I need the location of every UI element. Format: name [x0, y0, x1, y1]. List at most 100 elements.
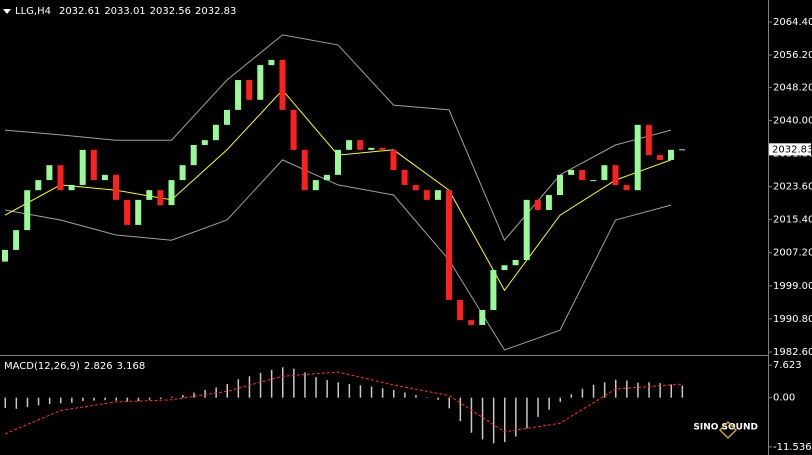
candle: [35, 180, 42, 191]
candle: [568, 170, 575, 175]
macd-bar: [670, 384, 672, 398]
macd-bar: [115, 397, 117, 401]
candle: [301, 149, 308, 191]
candle: [46, 165, 53, 181]
macd-bar: [504, 397, 506, 443]
macd-bar: [415, 395, 417, 398]
macd-bar: [537, 397, 539, 417]
candle: [412, 184, 419, 191]
candle: [423, 190, 430, 200]
macd-bar: [648, 382, 650, 398]
macd-bar: [193, 392, 195, 398]
y-tick-label: 0.00: [773, 393, 795, 404]
candle: [623, 184, 630, 191]
macd-bar: [237, 379, 240, 398]
candle: [212, 124, 219, 141]
candle: [579, 170, 586, 181]
macd-bar: [337, 382, 339, 398]
candle: [612, 165, 619, 185]
macd-bar: [159, 397, 162, 399]
y-tick-label: 2040.00: [773, 115, 812, 126]
candle: [101, 174, 108, 181]
macd-bar: [470, 397, 473, 433]
macd-bar: [248, 376, 251, 398]
macd-bar: [126, 397, 129, 402]
macd-bar: [626, 380, 628, 398]
candle: [668, 149, 674, 160]
macd-bar: [259, 372, 262, 398]
macd-bar: [182, 395, 184, 398]
candle: [113, 174, 119, 200]
macd-bar: [492, 397, 495, 444]
indicator-line: [4, 159, 672, 351]
macd-bar: [304, 372, 306, 398]
candle: [257, 65, 264, 100]
candle: [168, 180, 175, 206]
macd-bar: [592, 384, 595, 398]
candle: [279, 59, 286, 110]
candle: [90, 149, 97, 181]
macd-bar: [82, 397, 84, 402]
macd-bar: [526, 397, 528, 429]
current-price-label: 2032.83: [772, 144, 812, 155]
macd-bar: [48, 397, 51, 405]
macd-bar: [603, 382, 606, 398]
macd-bar: [26, 397, 29, 408]
macd-title: MACD(12,26,9) 2.826 3.168: [4, 361, 145, 372]
macd-bar: [404, 392, 406, 398]
candle: [235, 80, 242, 110]
macd-bar: [681, 385, 684, 398]
candle: [312, 180, 319, 191]
header-value: 2032.56: [150, 6, 191, 17]
current-price-box: [769, 143, 811, 156]
header-value: 2032.61: [59, 6, 100, 17]
candle: [346, 140, 353, 150]
candle: [434, 190, 441, 200]
candle: [479, 310, 486, 325]
candle: [146, 190, 153, 200]
symbol: LLG,H4: [15, 6, 51, 17]
y-tick-label: -11.536: [773, 442, 812, 453]
macd-bar: [326, 380, 328, 398]
logo: [718, 420, 738, 440]
macd-bar: [548, 397, 550, 410]
candle: [379, 147, 386, 150]
candle: [124, 199, 131, 225]
candle: [634, 124, 641, 191]
macd-bar: [60, 397, 62, 404]
macd-bar: [570, 394, 573, 398]
macd-bar: [137, 397, 140, 402]
macd-bar: [437, 397, 439, 400]
header-value: 2033.01: [104, 6, 145, 17]
macd-bar: [226, 383, 228, 398]
candle: [468, 320, 475, 325]
y-tick-label: 1982.60: [773, 347, 812, 358]
candle: [224, 109, 230, 125]
candle: [490, 270, 497, 311]
macd-bar: [315, 377, 317, 398]
macd-bar: [171, 396, 173, 398]
header-value: 2032.83: [195, 6, 236, 17]
macd-bar: [37, 397, 40, 406]
macd-bar: [393, 389, 395, 398]
candle: [179, 165, 186, 181]
macd-bar: [348, 383, 351, 398]
candle: [24, 190, 31, 231]
candle: [79, 149, 86, 185]
candle: [57, 165, 64, 191]
watermark: SINO SOUND: [693, 423, 758, 433]
macd-bar: [104, 397, 106, 401]
macd-bar: [381, 388, 384, 398]
macd-bar: [515, 397, 517, 437]
macd-bar: [359, 385, 362, 398]
macd-bar: [426, 397, 428, 398]
macd-bar: [204, 389, 206, 398]
y-tick-label: 2056.20: [773, 50, 812, 61]
candle: [201, 140, 208, 146]
y-tick-label: 2048.20: [773, 82, 812, 93]
macd-bar: [637, 382, 639, 398]
candle: [357, 140, 364, 150]
candle: [401, 170, 408, 185]
macd-bar: [293, 368, 295, 398]
macd-bar: [270, 369, 273, 398]
